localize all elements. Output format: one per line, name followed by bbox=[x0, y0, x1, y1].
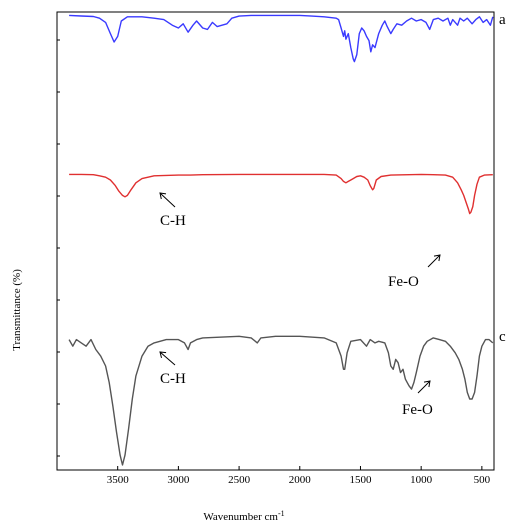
annotation-feo-red-arrow-head-icon bbox=[433, 254, 441, 262]
annotation-feo-red-label: Fe-O bbox=[388, 274, 419, 290]
annotation-feo-black-arrow-head-icon bbox=[423, 380, 431, 388]
y-axis-ticks bbox=[57, 39, 60, 457]
x-tick-label-3000: 3000 bbox=[167, 474, 190, 486]
annotation-ch-red-arrow-shaft bbox=[159, 192, 176, 208]
x-tick-label-500: 500 bbox=[474, 474, 491, 486]
annotation-feo-red: Fe-O bbox=[388, 254, 441, 290]
annotation-feo-black: Fe-O bbox=[402, 380, 433, 418]
annotation-ch-black-arrow-head-icon bbox=[159, 351, 167, 359]
x-tick-label-1500: 1500 bbox=[349, 474, 372, 486]
x-axis-title-superscript: -1 bbox=[278, 509, 285, 518]
annotation-feo-black-label: Fe-O bbox=[402, 402, 433, 418]
x-tick-label-1000: 1000 bbox=[410, 474, 433, 486]
x-tick-label-2500: 2500 bbox=[228, 474, 251, 486]
annotation-ch-red-arrow-head-icon bbox=[159, 192, 167, 200]
x-tick-label-3500: 3500 bbox=[107, 474, 130, 486]
annotation-feo-black-arrow-shaft bbox=[417, 380, 431, 394]
x-tick-label-2000: 2000 bbox=[289, 474, 312, 486]
annotation-ch-black: C-H bbox=[159, 351, 186, 387]
x-axis-title: Wavenumber cm-1 bbox=[203, 509, 284, 523]
annotation-feo-red-arrow-shaft bbox=[427, 254, 441, 268]
annotation-ch-red-label: C-H bbox=[160, 213, 186, 229]
spectrum-b-line bbox=[69, 173, 493, 215]
trace-label-c: c bbox=[499, 329, 506, 345]
plot-frame bbox=[56, 11, 495, 471]
spectra bbox=[68, 14, 494, 466]
annotation-ch-black-label: C-H bbox=[160, 371, 186, 387]
spectrum-a-line bbox=[69, 14, 494, 63]
annotation-ch-black-arrow-shaft bbox=[159, 351, 176, 366]
x-axis-title-main: Wavenumber cm bbox=[203, 511, 278, 523]
annotations: C-H Fe-O C-H Fe-O bbox=[159, 192, 441, 418]
x-axis-ticks: 3500 3000 2500 2000 1500 1000 500 bbox=[107, 466, 491, 486]
trace-label-a: a bbox=[499, 12, 506, 28]
annotation-ch-red: C-H bbox=[159, 192, 186, 229]
spectrum-c-line bbox=[68, 335, 494, 466]
plot-border bbox=[56, 11, 495, 471]
y-axis-title: Transmittance (%) bbox=[11, 269, 23, 351]
